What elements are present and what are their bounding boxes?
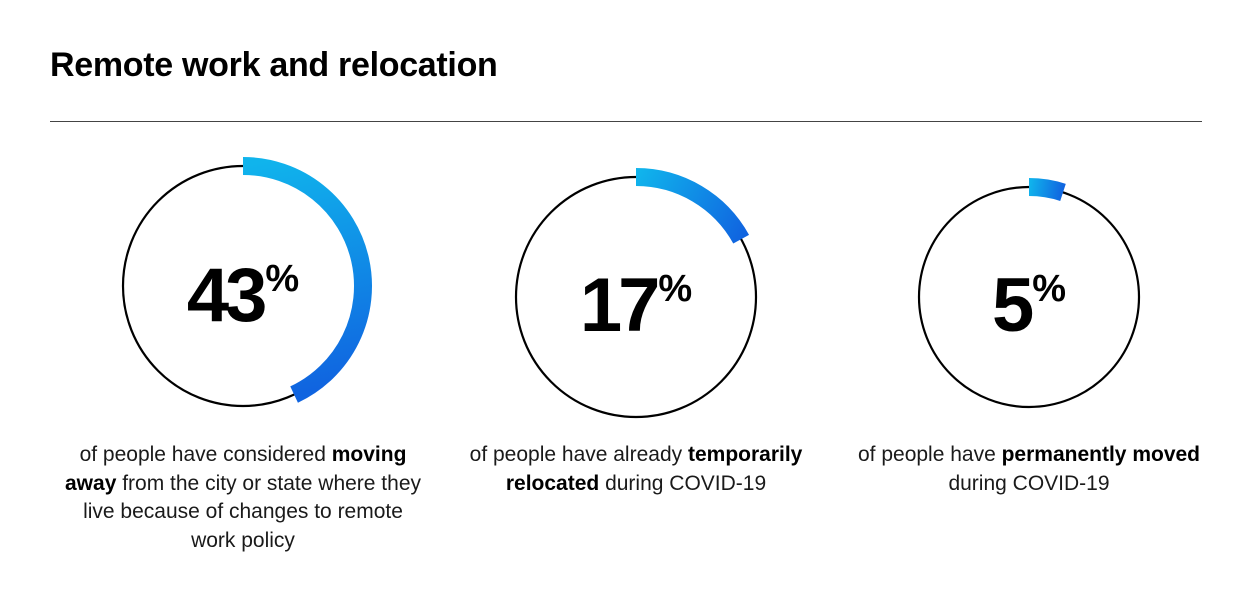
caption-temporarily-relocated: of people have already temporarily reloc…	[456, 441, 816, 498]
stat-number: 17	[579, 263, 661, 348]
caption-moving-away: of people have considered moving away fr…	[63, 441, 423, 555]
stat-value: 43%	[187, 258, 299, 334]
caption-text: from the city or state where they live b…	[83, 471, 421, 552]
stat-value: 17%	[580, 268, 692, 344]
caption-text: during COVID-19	[948, 471, 1110, 495]
gauge-arc-moving-away	[242, 157, 372, 403]
stat-percent-sign: %	[658, 268, 693, 310]
page-title: Remote work and relocation	[50, 46, 498, 84]
caption-text: during COVID-19	[599, 471, 767, 495]
caption-permanently-moved: of people have permanently moved during …	[849, 441, 1209, 498]
stat-number: 5	[991, 263, 1034, 348]
caption-emphasis: temporarily relocated	[505, 443, 803, 495]
stat-percent-sign: %	[265, 258, 300, 300]
caption-emphasis: permanently moved	[1001, 443, 1201, 466]
caption-emphasis: moving away	[65, 443, 407, 495]
caption-text: of people have	[857, 443, 1002, 466]
gauge-arc-temporarily-relocated	[635, 168, 750, 244]
gauge-arc-permanently-moved	[1028, 178, 1066, 202]
stat-value: 5%	[992, 268, 1066, 344]
stat-number: 43	[186, 253, 268, 338]
stat-percent-sign: %	[1032, 268, 1067, 310]
caption-text: of people have considered	[79, 443, 332, 466]
title-divider	[50, 121, 1202, 122]
caption-text: of people have already	[469, 443, 688, 466]
